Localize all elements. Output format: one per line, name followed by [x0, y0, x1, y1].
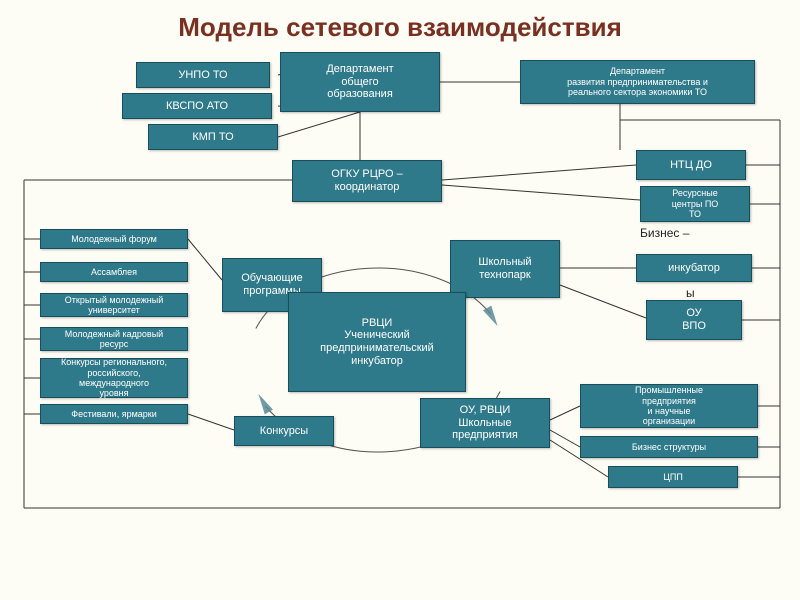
node-univ: Открытый молодежный университет — [40, 293, 188, 317]
node-ouvpo: ОУ ВПО — [646, 300, 742, 340]
node-assamb: Ассамблея — [40, 262, 188, 282]
node-kmp: КМП ТО — [148, 124, 278, 150]
node-ou_rvtsi: ОУ, РВЦИ Школьные предприятия — [420, 398, 550, 448]
node-prom: Промышленные предприятия и научные орган… — [580, 384, 758, 428]
node-cpp: ЦПП — [608, 466, 738, 488]
node-konkursy_reg: Конкурсы регионального, российского, меж… — [40, 358, 188, 398]
node-kvspo: КВСПО АТО — [122, 93, 272, 119]
node-ogku: ОГКУ РЦРО – координатор — [292, 160, 442, 202]
node-rescentr: Ресурсные центры ПО ТО — [640, 186, 750, 222]
node-inkub: инкубатор — [636, 254, 752, 282]
node-festivali: Фестивали, ярмарки — [40, 404, 188, 424]
node-technopark: Школьный технопарк — [450, 240, 560, 298]
node-bizstruct: Бизнес структуры — [580, 436, 758, 458]
page-title: Модель сетевого взаимодействия — [0, 12, 800, 43]
node-unpo: УНПО ТО — [136, 62, 270, 88]
node-forum: Молодежный форум — [40, 229, 188, 249]
node-rvtsi: РВЦИ Ученический предпринимательский инк… — [288, 292, 466, 392]
node-konkursy: Конкурсы — [234, 416, 334, 446]
node-kadr: Молодежный кадровый ресурс — [40, 327, 188, 351]
node-dept_edu: Департамент общего образования — [280, 52, 440, 112]
text-biznes: Бизнес – — [640, 226, 689, 240]
node-ntc: НТЦ ДО — [636, 150, 746, 180]
node-dept_econ: Департамент развития предпринимательства… — [520, 60, 755, 104]
text-y: ы — [686, 286, 695, 300]
